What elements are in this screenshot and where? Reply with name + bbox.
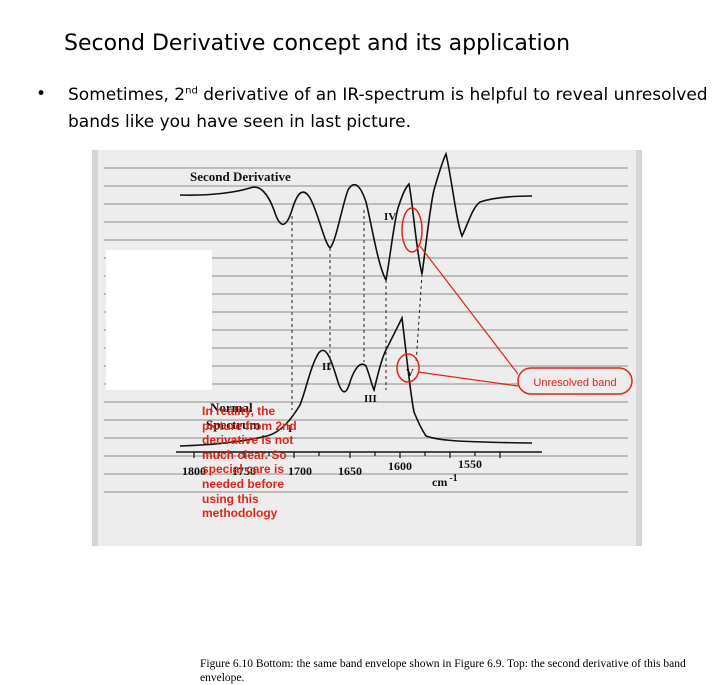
slide-title: Second Derivative concept and its applic…	[64, 31, 571, 56]
x-tick-1600: 1600	[388, 459, 412, 473]
ir-spectrum-figure: Second Derivative Normal Spectrum I II I…	[92, 150, 686, 684]
x-tick-1800: 1800	[182, 464, 206, 478]
band-label-1: I	[288, 423, 292, 435]
red-note-text: In reality, the picture from 2nd derivat…	[202, 404, 297, 521]
x-axis-unit: cm -1	[432, 473, 458, 489]
bullet-text-part1: Sometimes, 2	[68, 85, 186, 105]
callout-text: Unresolved band	[533, 377, 616, 389]
bullet-superscript: nd	[185, 85, 198, 97]
red-circle-second-derivative	[401, 207, 423, 253]
unresolved-band-bubble	[517, 367, 633, 395]
normal-spectrum-curve	[179, 315, 533, 447]
callout-line-lower	[417, 371, 519, 387]
band-connector-lines	[291, 210, 423, 410]
band-label-3: III	[364, 393, 377, 405]
x-tick-1750: 1750	[232, 464, 256, 478]
bullet-text: Sometimes, 2nd derivative of an IR-spect…	[68, 82, 708, 136]
figure-scan: Second Derivative Normal Spectrum I II I…	[92, 150, 642, 546]
band-label-2: II	[322, 361, 331, 373]
band-label-4: IV	[384, 211, 396, 223]
normal-spectrum-label-line2: Spectrum	[206, 417, 260, 432]
scan-edge-left	[92, 150, 98, 546]
x-axis-ticks	[193, 452, 501, 458]
x-axis-tick-labels: 1800 1750 1700 1650 1600 1550	[182, 457, 482, 478]
red-note-box	[106, 250, 212, 390]
x-tick-1700: 1700	[288, 464, 312, 478]
x-tick-1550: 1550	[458, 457, 482, 471]
figure-caption: Figure 6.10 Bottom: the same band envelo…	[200, 658, 686, 684]
normal-spectrum-label-line1: Normal	[210, 400, 253, 415]
bullet-text-part2: derivative of an IR-spectrum is helpful …	[68, 85, 708, 132]
band-labels: I II III IV V	[288, 211, 414, 435]
band-label-5: V	[406, 367, 414, 379]
scan-edge-right	[636, 150, 642, 546]
second-derivative-curve	[179, 151, 533, 283]
callout-line-upper	[419, 245, 519, 375]
second-derivative-label: Second Derivative	[190, 169, 291, 184]
red-circle-normal-spectrum	[396, 353, 420, 383]
bullet-dot: •	[36, 84, 47, 104]
x-tick-1650: 1650	[338, 464, 362, 478]
